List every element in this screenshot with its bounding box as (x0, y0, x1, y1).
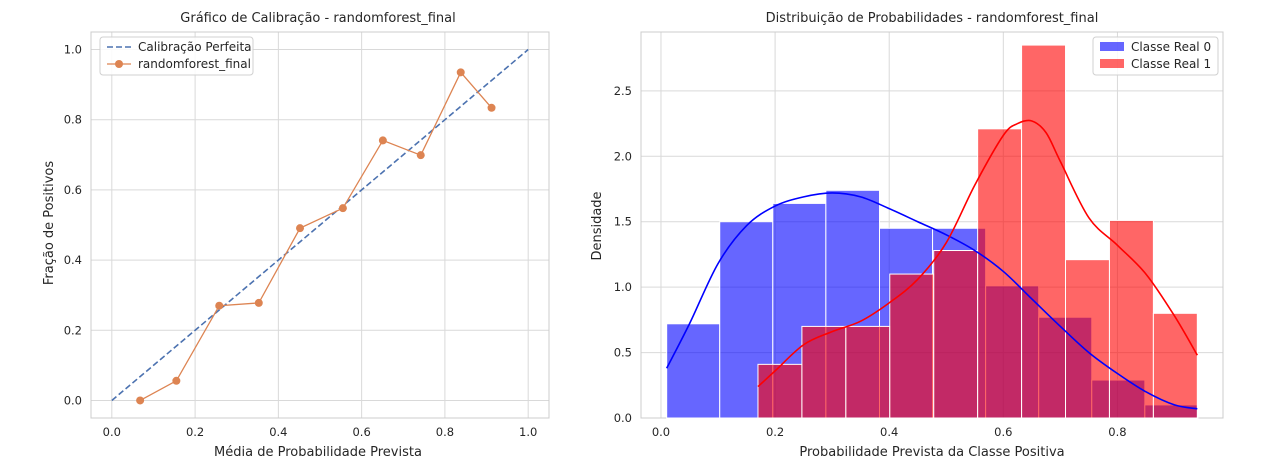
calibration-point (172, 376, 181, 385)
calibration-point (378, 136, 387, 145)
calibration-legend: Calibração Perfeita randomforest_final (99, 36, 254, 76)
legend-label-perfect: Calibração Perfeita (138, 40, 252, 54)
y-tick-label: 0.2 (64, 323, 82, 337)
class1-histogram-bar (1152, 312, 1198, 419)
y-tick-label: 0.8 (64, 113, 82, 127)
calibration-point (338, 204, 347, 213)
distribution-chart: Distribuição de Probabilidades - randomf… (590, 11, 1224, 460)
class0-histogram-bar (666, 323, 721, 419)
calibration-y-axis-label: Fração de Positivos (42, 161, 57, 285)
x-tick-label: 0.8 (436, 425, 454, 439)
y-tick-label: 2.0 (614, 149, 632, 163)
x-tick-label: 1.0 (519, 425, 537, 439)
x-tick-label: 0.0 (652, 425, 670, 439)
x-tick-label: 0.6 (352, 425, 370, 439)
class1-histogram-bar (801, 325, 847, 419)
legend-label-model: randomforest_final (138, 57, 251, 71)
calibration-point (254, 298, 263, 307)
calibration-series (111, 48, 529, 405)
distribution-title: Distribuição de Probabilidades - randomf… (766, 11, 1099, 26)
legend-label-class1: Classe Real 1 (1131, 57, 1211, 71)
calibration-chart: Gráfico de Calibração - randomforest_fin… (42, 11, 550, 460)
x-tick-label: 0.6 (994, 425, 1012, 439)
distribution-ticks: 0.0 0.2 0.4 0.6 0.8 0.0 0.5 1.0 1.5 2.0 2.5 (614, 84, 1127, 439)
distribution-x-axis-label: Probabilidade Prevista da Classe Positiv… (799, 445, 1064, 460)
y-tick-label: 0.6 (64, 183, 82, 197)
x-tick-label: 0.4 (880, 425, 898, 439)
calibration-grid (90, 31, 550, 419)
class1-histogram-bar (757, 363, 803, 419)
calibration-title: Gráfico de Calibração - randomforest_fin… (180, 11, 455, 26)
legend-box (1092, 36, 1219, 76)
perfect-calibration-line (111, 48, 529, 402)
y-tick-label: 1.5 (614, 215, 632, 229)
calibration-point (487, 103, 496, 112)
y-tick-label: 2.5 (614, 84, 632, 98)
y-tick-label: 0.4 (64, 253, 82, 267)
distribution-series (665, 44, 1199, 419)
class1-histogram-bar (1065, 259, 1110, 419)
calibration-ticks: 0.0 0.2 0.4 0.6 0.8 1.0 0.0 0.2 0.4 0.6 0.8 1.0 (64, 43, 538, 439)
class1-histogram-bar (933, 250, 979, 419)
class1-histogram-bar (889, 273, 935, 419)
legend-swatch-class1 (1100, 59, 1124, 68)
x-tick-label: 0.2 (186, 425, 204, 439)
x-tick-label: 0.0 (103, 425, 121, 439)
legend-box (99, 36, 254, 76)
calibration-point (456, 68, 465, 77)
class1-histogram-bar (1021, 44, 1067, 419)
y-tick-label: 1.0 (64, 43, 82, 57)
x-tick-label: 0.8 (1108, 425, 1126, 439)
plot-frame (90, 31, 550, 419)
calibration-point (296, 224, 305, 233)
model-calibration-line (139, 71, 493, 402)
distribution-y-axis-label: Densidade (590, 191, 605, 260)
class1-histogram-bar (845, 325, 891, 419)
class0-kde-curve (665, 192, 1198, 410)
x-tick-label: 0.2 (766, 425, 784, 439)
class1-kde-curve (757, 119, 1199, 388)
x-tick-label: 0.4 (269, 425, 287, 439)
y-tick-label: 0.5 (614, 346, 632, 360)
calibration-x-axis-label: Média de Probabilidade Prevista (214, 445, 422, 460)
class1-histogram-bar (1108, 219, 1154, 419)
legend-swatch-class0 (1100, 42, 1124, 51)
legend-swatch-model-marker (115, 60, 123, 68)
y-tick-label: 0.0 (64, 393, 82, 407)
distribution-legend: Classe Real 0 Classe Real 1 (1092, 36, 1219, 76)
y-tick-label: 0.0 (614, 411, 632, 425)
y-tick-label: 1.0 (614, 280, 632, 294)
legend-label-class0: Classe Real 0 (1131, 40, 1211, 54)
calibration-point (215, 301, 224, 310)
class1-histogram-bar (977, 128, 1023, 419)
calibration-point (136, 396, 145, 405)
calibration-point (416, 151, 425, 160)
